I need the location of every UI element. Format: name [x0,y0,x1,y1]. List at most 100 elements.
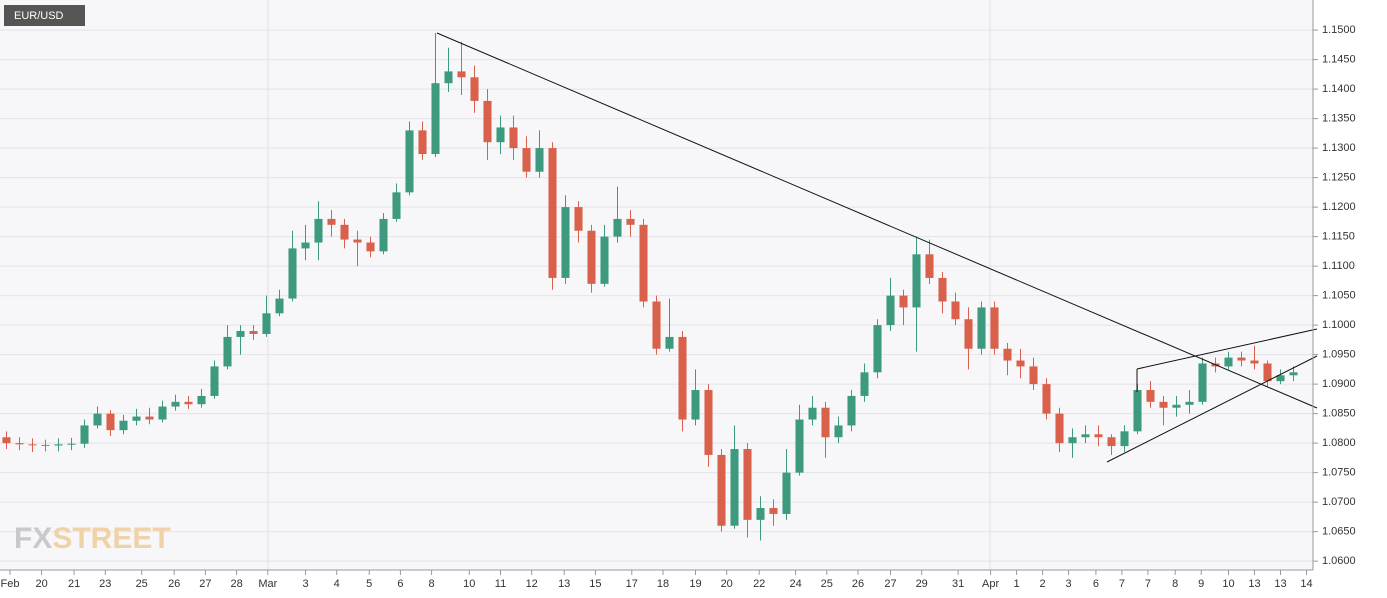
x-tick-label: 13 [1274,578,1286,590]
y-tick-label: 1.1250 [1322,172,1356,184]
x-tick-label: 20 [35,578,47,590]
candle-body [366,242,375,252]
x-tick-label: 23 [99,578,111,590]
candle-body [418,130,427,155]
candle-body [210,366,219,396]
candle-body [262,313,271,334]
candle-body [509,127,518,149]
candle-body [951,301,960,320]
x-tick-label: 7 [1119,578,1125,590]
candle-body [236,331,245,337]
candle-body [860,372,869,396]
candle-body [1107,437,1116,447]
candle-body [964,319,973,349]
grid [0,29,1313,562]
x-tick-label: 3 [302,578,308,590]
candle-body [314,218,323,243]
candle-body [678,336,687,420]
y-tick-label: 1.0850 [1322,408,1356,420]
x-tick-label: 18 [657,578,669,590]
x-tick-label: 25 [136,578,148,590]
x-tick-label: 19 [689,578,701,590]
candle-body [1198,363,1207,402]
candle-body [15,443,24,445]
x-tick-label: 12 [526,578,538,590]
candle-body [756,508,765,520]
x-tick-label: 1 [1014,578,1020,590]
x-tick-label: 27 [199,578,211,590]
candle-body [249,331,258,334]
title-box [4,5,85,26]
candle-body [873,325,882,373]
candle-body [886,295,895,326]
candle-body [600,236,609,284]
candle-body [1146,390,1155,402]
candle-body [483,100,492,143]
candle-body [704,390,713,455]
y-tick-label: 1.1200 [1322,201,1356,213]
candle-body [977,307,986,349]
candle-body [197,395,206,405]
candle-body [665,336,674,349]
candle-body [626,218,635,225]
candle-body [1237,357,1246,361]
candle-body [158,406,167,420]
x-tick-label: 24 [789,578,801,590]
candle-body [899,295,908,308]
x-tick-label: 2 [1040,578,1046,590]
candle-body [990,307,999,349]
candle-body [119,420,128,431]
candle-body [1068,437,1077,444]
watermark: FXSTREET [14,522,171,555]
candle-body [1081,434,1090,438]
candle-body [327,218,336,225]
trendline [1136,328,1318,370]
candle-body [1042,384,1051,414]
candle-body [639,224,648,302]
chart-title: EUR/USD [14,10,64,22]
x-tick-label: 5 [366,578,372,590]
y-tick-label: 1.0900 [1322,378,1356,390]
candle-body [782,472,791,514]
candle-body [223,336,232,367]
candle-body [808,407,817,420]
candle-body [1029,366,1038,385]
candle-body [1185,401,1194,405]
x-tick-label: 14 [1300,578,1312,590]
candle-body [392,192,401,219]
candle-body [1120,431,1129,447]
x-tick-label: 15 [589,578,601,590]
y-tick-label: 1.1450 [1322,54,1356,66]
x-tick-label: 6 [1093,578,1099,590]
x-tick-label: 28 [230,578,242,590]
candle-body [353,239,362,243]
candle-body [496,127,505,143]
x-tick-label: 8 [429,578,435,590]
y-tick-label: 1.1100 [1322,260,1355,272]
trendline [436,32,1318,409]
candle-body [444,71,453,84]
candle-body [184,401,193,405]
watermark-fx: FX [14,522,52,555]
candle-body [171,401,180,407]
y-tick-label: 1.1350 [1322,113,1356,125]
x-tick-label: 26 [852,578,864,590]
candle-body [847,395,856,426]
candle-body [691,390,700,420]
candle-body [54,444,63,446]
candle-body [548,148,557,278]
candle-body [80,425,89,444]
y-tick-label: 1.1150 [1322,231,1355,243]
y-tick-label: 1.1500 [1322,24,1356,36]
candle-body [1094,434,1103,438]
candle-body [28,444,37,446]
x-tick-label: 31 [952,578,964,590]
candle-body [1055,413,1064,444]
candle-body [93,413,102,426]
candle-body [1224,357,1233,367]
candle-body [288,248,297,299]
x-tick-label: 9 [1198,578,1204,590]
candle-body [613,218,622,237]
